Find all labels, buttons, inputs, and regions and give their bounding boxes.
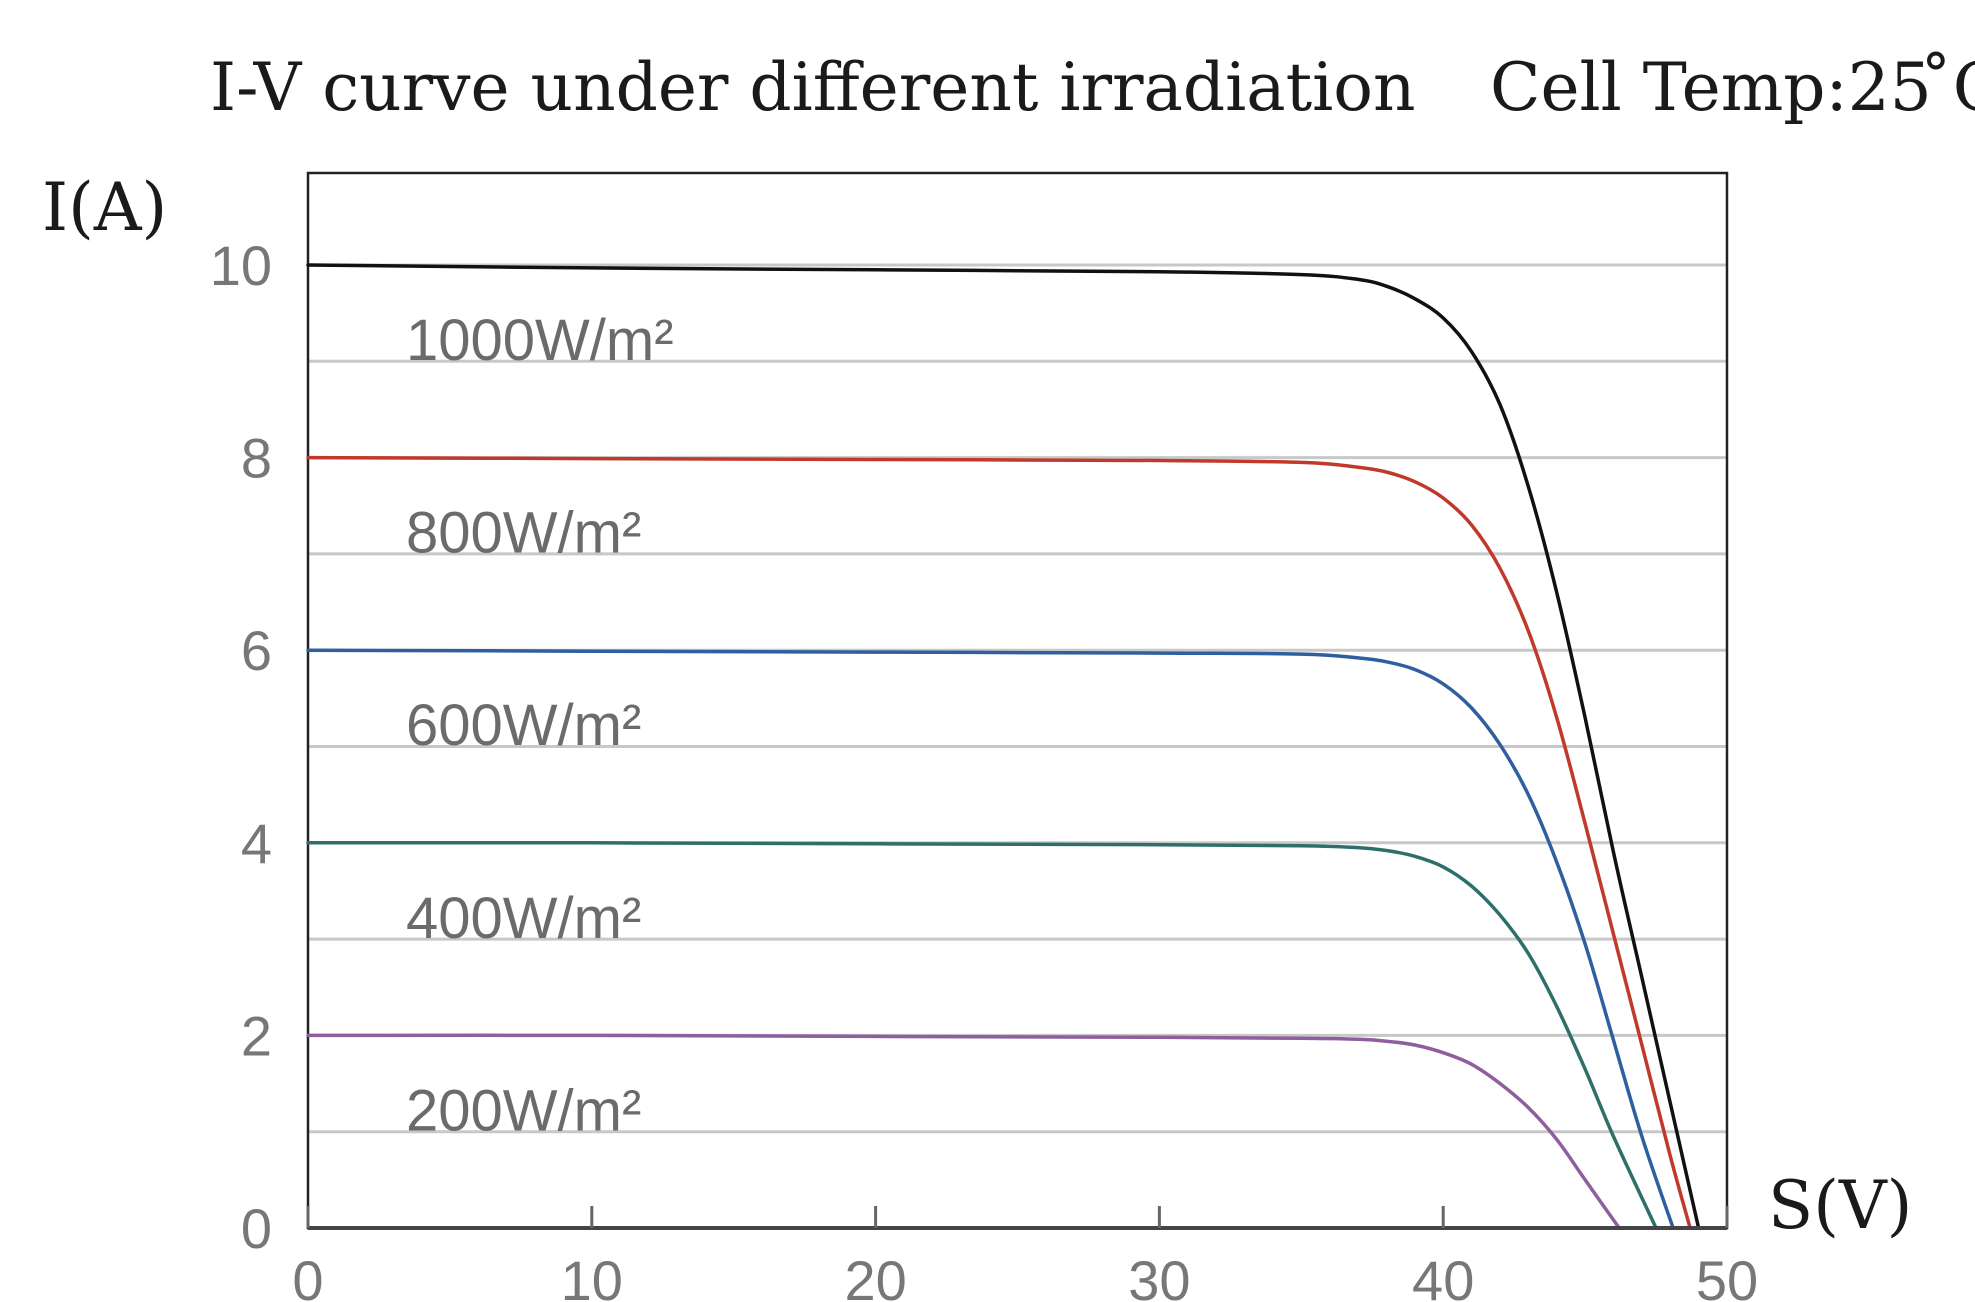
- tick-marks: [306, 1206, 1729, 1228]
- x-axis-label: S(V): [1768, 1167, 1912, 1244]
- series-label-1: 1000W/m²: [406, 308, 674, 373]
- x-tick-label-10: 10: [561, 1249, 623, 1302]
- chart-subtitle: Cell Temp:25 ̊C: [1490, 49, 1975, 126]
- y-tick-label-6: 6: [241, 619, 272, 682]
- series-line-5: [306, 1033, 1621, 1230]
- y-axis-label: I(A): [42, 169, 167, 246]
- y-tick-label-10: 10: [210, 234, 272, 297]
- series-labels: 1000W/m² 800W/m² 600W/m² 400W/m² 200W/m²: [406, 308, 674, 1143]
- series-label-5: 200W/m²: [406, 1078, 641, 1143]
- series-curves: [306, 263, 1701, 1230]
- series-line-3: [306, 648, 1675, 1230]
- y-tick-label-2: 2: [241, 1004, 272, 1067]
- x-tick-label-30: 30: [1128, 1249, 1190, 1302]
- y-tick-label-0: 0: [241, 1197, 272, 1260]
- x-tick-label-20: 20: [844, 1249, 906, 1302]
- series-line-1: [306, 263, 1701, 1230]
- series-line-4: [306, 840, 1658, 1230]
- x-tick-label-0: 0: [292, 1249, 323, 1302]
- y-tick-label-8: 8: [241, 427, 272, 490]
- series-label-3: 600W/m²: [406, 693, 641, 758]
- y-tick-labels: 0 2 4 6 8 10: [210, 234, 272, 1260]
- series-label-4: 400W/m²: [406, 886, 641, 951]
- x-tick-label-40: 40: [1412, 1249, 1474, 1302]
- chart-title: I-V curve under different irradiation: [210, 49, 1415, 126]
- series-label-2: 800W/m²: [406, 501, 641, 566]
- x-tick-labels: 0 10 20 30 40 50: [292, 1249, 1758, 1302]
- series-line-2: [306, 455, 1692, 1230]
- x-tick-label-50: 50: [1696, 1249, 1758, 1302]
- y-tick-label-4: 4: [241, 812, 272, 875]
